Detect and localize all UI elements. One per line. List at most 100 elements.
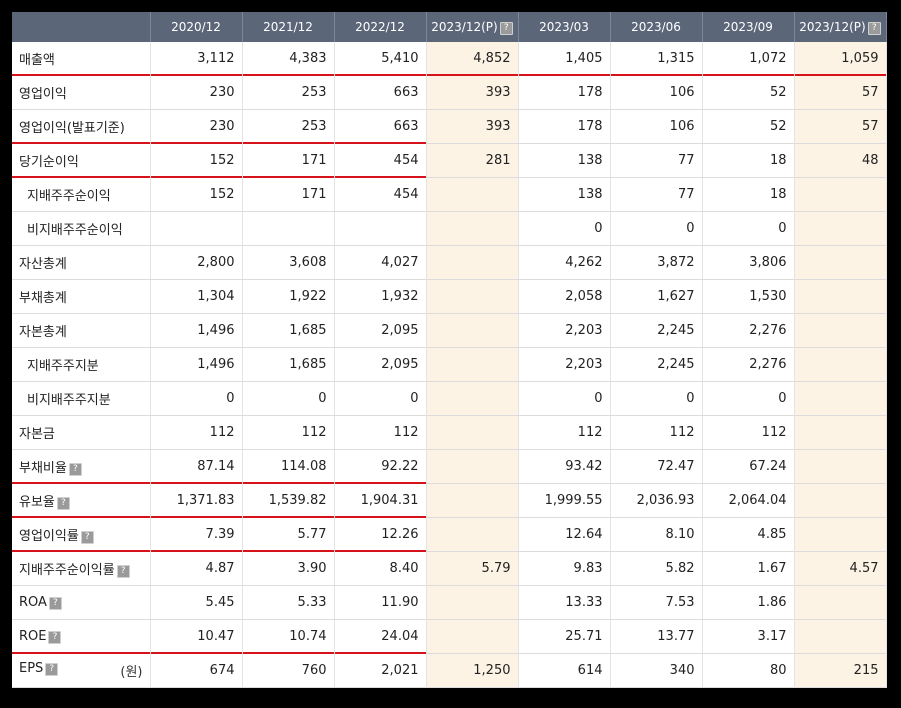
table-cell <box>426 381 519 416</box>
col-header: 2023/12(P)? <box>426 12 519 42</box>
cell-value: 5.77 <box>297 527 327 542</box>
row-label-text: 당기순이익 <box>19 155 79 170</box>
table-cell: 5.45 <box>150 585 243 620</box>
cell-value: 92.22 <box>381 459 419 474</box>
cell-value: 1,904.31 <box>360 493 419 508</box>
cell-value: 253 <box>301 85 327 100</box>
table-cell: 7.53 <box>610 585 703 620</box>
help-icon[interactable]: ? <box>867 21 881 35</box>
table-cell: 3,806 <box>702 245 795 280</box>
cell-value: 5.45 <box>205 595 235 610</box>
row-label-text: 자산총계 <box>19 257 67 272</box>
cell-value: 1,530 <box>749 289 787 304</box>
cell-value: 3.90 <box>297 561 327 576</box>
cell-value: 10.47 <box>197 629 235 644</box>
cell-value: 3.17 <box>757 629 787 644</box>
table-cell: 0 <box>610 211 703 246</box>
table-cell: 112 <box>242 415 335 450</box>
table-cell: 3.90 <box>242 551 335 586</box>
col-header: 2022/12 <box>334 12 427 42</box>
highlight-underline <box>12 550 150 552</box>
row-label-text: 지배주주순이익 <box>27 189 111 204</box>
table-cell <box>426 245 519 280</box>
cell-value: 3,112 <box>197 51 235 66</box>
cell-value: 2,036.93 <box>636 493 695 508</box>
table-cell: 674 <box>150 653 243 688</box>
table-cell: 1,530 <box>702 279 795 314</box>
table-cell: 1,250 <box>426 653 519 688</box>
help-icon[interactable]: ? <box>48 631 62 644</box>
table-cell: 24.04 <box>334 619 427 654</box>
table-cell: 4,383 <box>242 42 335 76</box>
cell-value: 18 <box>769 187 787 202</box>
table-cell: 1,922 <box>242 279 335 314</box>
table-cell <box>426 585 519 620</box>
table-cell <box>426 483 519 518</box>
table-cell: 1,627 <box>610 279 703 314</box>
cell-value: 1,496 <box>197 323 235 338</box>
row-label: 자본금 <box>12 415 151 450</box>
table-cell: 663 <box>334 109 427 144</box>
table-cell: 5.79 <box>426 551 519 586</box>
table-cell <box>794 449 887 484</box>
cell-value: 281 <box>485 153 511 168</box>
row-label: 비지배주주순이익 <box>12 211 151 246</box>
cell-value: 2,203 <box>565 357 603 372</box>
cell-value: 13.33 <box>565 595 603 610</box>
row-label-text: 부채비율 <box>19 461 67 476</box>
table-cell: 2,276 <box>702 347 795 382</box>
table-cell: 178 <box>518 109 611 144</box>
table-cell: 0 <box>702 381 795 416</box>
table-cell: 281 <box>426 143 519 178</box>
table-row: 당기순이익 152 171 454 281 138 77 18 48 <box>12 143 887 178</box>
highlight-underline <box>12 482 150 484</box>
table-cell: 112 <box>702 415 795 450</box>
table-cell: 2,800 <box>150 245 243 280</box>
cell-value: 112 <box>669 425 695 440</box>
row-label-text: 유보율 <box>19 495 55 510</box>
table-cell: 1,405 <box>518 42 611 76</box>
table-cell: 93.42 <box>518 449 611 484</box>
help-icon[interactable]: ? <box>48 597 62 610</box>
table-cell: 77 <box>610 177 703 212</box>
row-label: 자산총계 <box>12 245 151 280</box>
highlight-underline <box>334 516 426 518</box>
table-cell <box>794 585 887 620</box>
highlight-underline <box>150 142 242 144</box>
table-cell: 112 <box>150 415 243 450</box>
table-cell: 1,072 <box>702 42 795 76</box>
table-cell: 138 <box>518 177 611 212</box>
help-icon[interactable]: ? <box>80 531 94 544</box>
row-label-text: 부채총계 <box>19 291 67 306</box>
table-cell: 454 <box>334 177 427 212</box>
row-label-text: EPS <box>19 661 44 676</box>
table-cell: 2,021 <box>334 653 427 688</box>
cell-value: 13.77 <box>657 629 695 644</box>
table-cell: 57 <box>794 109 887 144</box>
highlight-underline <box>334 482 426 484</box>
cell-value: 5.82 <box>665 561 695 576</box>
cell-value: 4,383 <box>289 51 327 66</box>
table-cell: 1.67 <box>702 551 795 586</box>
help-icon[interactable]: ? <box>56 497 70 510</box>
help-icon[interactable]: ? <box>45 663 59 676</box>
table-cell <box>794 211 887 246</box>
table-row: 유보율? 1,371.83 1,539.82 1,904.31 1,999.55 2,03… <box>12 483 887 518</box>
highlight-underline <box>334 74 426 76</box>
financial-table: 2020/12 2021/12 2022/12 2023/12(P)? 2023… <box>12 12 887 688</box>
table-cell: 18 <box>702 143 795 178</box>
cell-value: 1,539.82 <box>268 493 327 508</box>
cell-value: 230 <box>209 85 235 100</box>
help-icon[interactable]: ? <box>499 21 513 35</box>
table-cell: 1,304 <box>150 279 243 314</box>
table-body: 매출액 3,112 4,383 5,410 4,852 1,405 1,315 1,072 1,… <box>12 42 887 688</box>
table-cell: 25.71 <box>518 619 611 654</box>
col-header: 2020/12 <box>150 12 243 42</box>
cell-value: 178 <box>577 119 603 134</box>
help-icon[interactable]: ? <box>68 463 82 476</box>
help-icon[interactable]: ? <box>116 565 130 578</box>
table-row: 영업이익 230 253 663 393 178 106 52 57 <box>12 75 887 110</box>
table-cell <box>426 279 519 314</box>
cell-value: 0 <box>410 391 419 406</box>
cell-value: 1,059 <box>841 51 879 66</box>
